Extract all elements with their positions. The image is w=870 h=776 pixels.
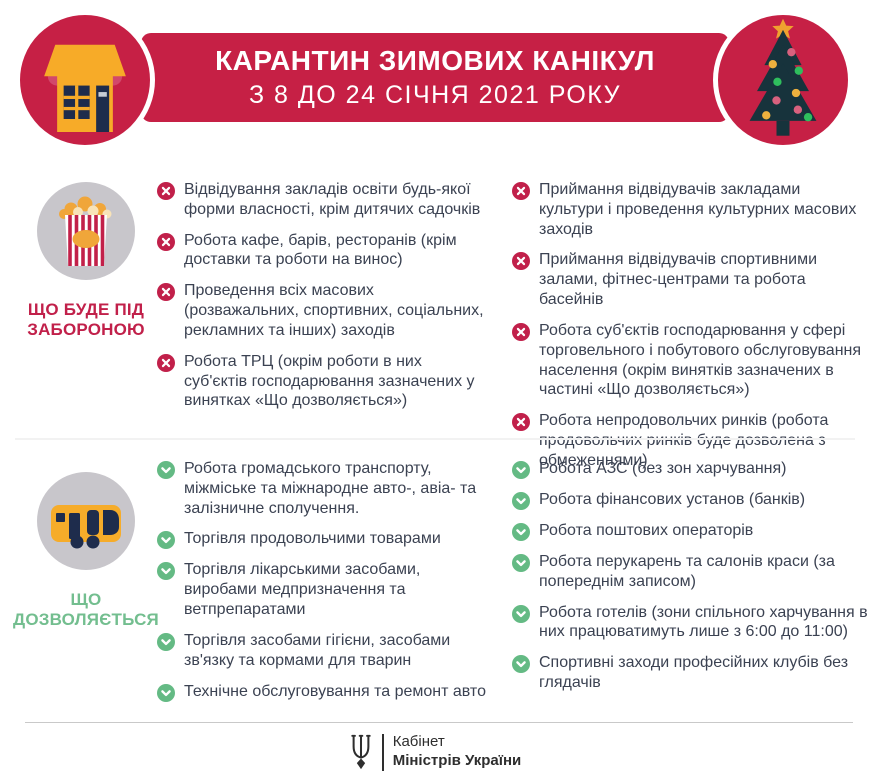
item-text: Відвідування закладів освіти будь-якої ф… [184,181,481,218]
list-item: Робота фінансових установ (банків) [512,490,868,510]
list-item: Приймання відвідувачів закладами культур… [512,180,868,239]
logo-text: Кабінет Міністрів України [392,733,522,769]
item-text: Робота поштових операторів [539,522,754,539]
page-subtitle: З 8 ДО 24 СІЧНЯ 2021 РОКУ [248,81,622,109]
item-text: Робота готелів (зони спільного харчуванн… [539,603,868,641]
allowed-section-label: ЩО ДОЗВОЛЯЄТЬСЯ [13,590,159,630]
item-text: Спортивні заходи професійних клубів без … [539,654,849,692]
allowed-check-icon [157,683,175,702]
item-text: Приймання відвідувачів спортивними залам… [539,251,818,309]
footer-divider [25,722,853,723]
list-item: Приймання відвідувачів спортивними залам… [512,250,868,309]
item-text: Торгівля засобами гігієни, засобами зв'я… [184,631,451,669]
list-item: Робота непродовольчих ринків (робота про… [512,411,868,470]
list-item: Робота АЗС (без зон харчування) [512,459,868,479]
item-text: Робота кафе, барів, ресторанів (крім дос… [184,231,457,269]
item-text: Торгівля продовольчими товарами [184,530,441,548]
list-item: Робота перукарень та салонів краси (за п… [512,552,868,592]
christmas-tree-icon [713,10,853,150]
prohibited-x-icon [512,413,530,432]
list-item: Робота ТРЦ (окрім роботи в них суб'єктів… [157,352,487,411]
list-item: Технічне обслуговування та ремонт авто [157,682,487,702]
section-divider [15,438,855,440]
prohibited-list-left: Відвідування закладів освіти будь-якої ф… [157,180,487,422]
prohibited-x-icon [512,322,530,341]
logo-divider [381,733,384,771]
list-item: Торгівля засобами гігієни, засобами зв'я… [157,631,487,671]
allowed-check-icon [157,461,175,479]
allowed-check-icon [157,562,175,581]
list-item: Робота суб'єктів господарювання у сфері … [512,321,868,400]
list-item: Робота поштових операторів [512,521,868,541]
allowed-list-right: Робота АЗС (без зон харчування) Робота ф… [512,459,868,704]
prohibited-x-icon [512,252,530,271]
list-item: Робота громадського транспорту, міжміськ… [157,459,487,518]
item-text: Технічне обслуговування та ремонт авто [184,682,486,700]
allowed-check-icon [512,554,530,572]
allowed-check-icon [512,461,530,479]
prohibited-sidebar: ЩО БУДЕ ПІД ЗАБОРОНОЮ [0,182,172,340]
prohibited-x-icon [157,353,175,372]
list-item: Торгівля продовольчими товарами [157,529,487,550]
item-text: Робота АЗС (без зон харчування) [539,460,787,477]
prohibited-list-right: Приймання відвідувачів закладами культур… [512,180,868,482]
allowed-check-icon [512,523,530,541]
item-text: Проведення всіх масових (розважальних, с… [184,282,484,339]
list-item: Проведення всіх масових (розважальних, с… [157,281,487,340]
cabinet-of-ministers-logo: Кабінет Міністрів України [0,733,870,771]
allowed-check-icon [157,531,175,550]
allowed-check-icon [512,492,530,510]
page-title: КАРАНТИН ЗИМОВИХ КАНІКУЛ [215,45,655,76]
item-text: Робота громадського транспорту, міжміськ… [184,460,477,517]
allowed-check-icon [512,655,530,674]
prohibited-x-icon [157,232,175,251]
allowed-sidebar: ЩО ДОЗВОЛЯЄТЬСЯ [0,472,172,630]
prohibited-x-icon [157,182,175,200]
title-banner: КАРАНТИН ЗИМОВИХ КАНІКУЛ З 8 ДО 24 СІЧНЯ… [141,33,729,122]
list-item: Відвідування закладів освіти будь-якої ф… [157,180,487,220]
item-text: Приймання відвідувачів закладами культур… [539,181,857,238]
popcorn-icon [37,182,135,280]
tram-icon [37,472,135,570]
allowed-check-icon [512,604,530,623]
allowed-check-icon [157,632,175,651]
item-text: Робота фінансових установ (банків) [539,491,806,508]
trident-icon [351,734,371,770]
item-text: Торгівля лікарськими засобами, виробами … [184,561,421,619]
allowed-list-left: Робота громадського транспорту, міжміськ… [157,459,487,713]
item-text: Робота суб'єктів господарювання у сфері … [539,321,862,399]
prohibited-section-label: ЩО БУДЕ ПІД ЗАБОРОНОЮ [27,300,145,340]
list-item: Спортивні заходи професійних клубів без … [512,653,868,693]
shop-icon [15,10,155,150]
list-item: Торгівля лікарськими засобами, виробами … [157,560,487,619]
list-item: Робота готелів (зони спільного харчуванн… [512,603,868,643]
prohibited-x-icon [157,283,175,302]
item-text: Робота непродовольчих ринків (робота про… [539,412,829,469]
item-text: Робота перукарень та салонів краси (за п… [539,553,835,590]
prohibited-x-icon [512,182,530,200]
item-text: Робота ТРЦ (окрім роботи в них суб'єктів… [184,352,475,410]
list-item: Робота кафе, барів, ресторанів (крім дос… [157,231,487,271]
